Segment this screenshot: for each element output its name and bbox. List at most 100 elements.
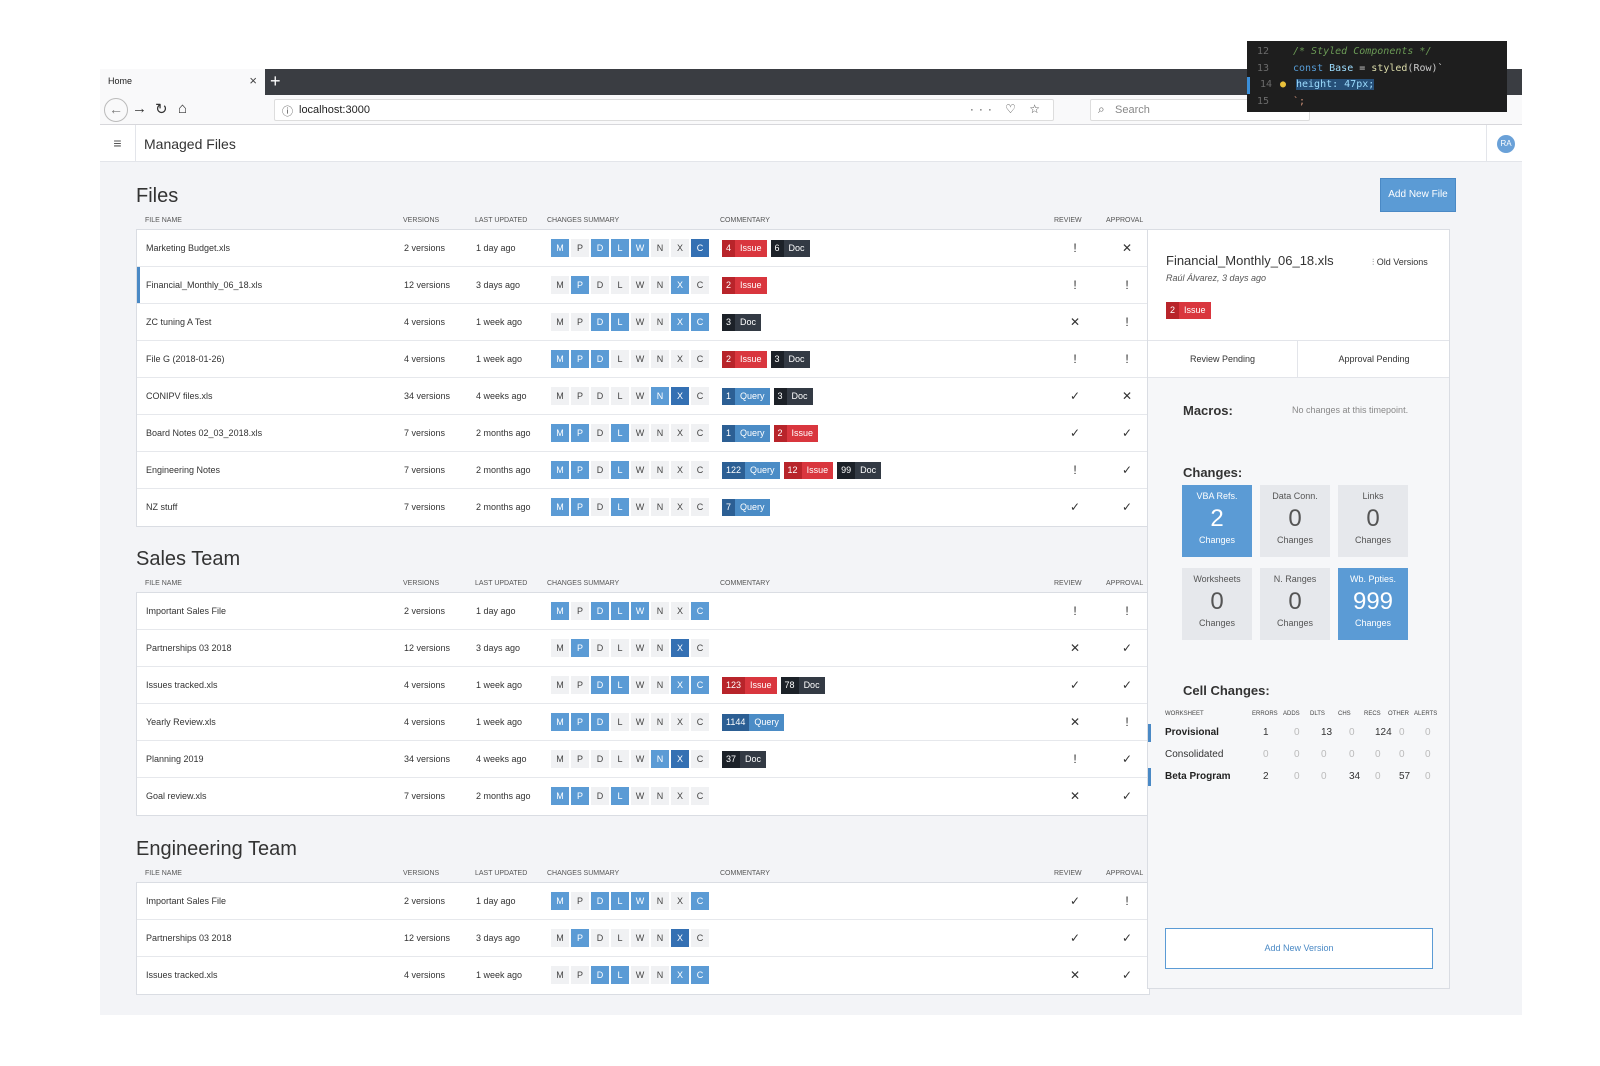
lightbulb-icon[interactable]: ● — [1280, 79, 1287, 90]
review-status-icon[interactable]: ! — [1073, 604, 1077, 618]
approval-status-icon[interactable]: ✓ — [1121, 789, 1133, 803]
approval-status-icon[interactable]: ✓ — [1121, 500, 1133, 514]
approval-status-icon[interactable]: ✕ — [1121, 241, 1133, 255]
review-status-icon[interactable]: ! — [1073, 463, 1077, 477]
review-status-icon[interactable]: ! — [1073, 352, 1077, 366]
approval-status-icon[interactable]: ! — [1125, 315, 1129, 329]
review-status-icon[interactable]: ✓ — [1069, 389, 1081, 403]
header-versions[interactable]: VERSIONS — [403, 217, 440, 224]
doc-badge[interactable]: 3 Doc — [770, 351, 810, 368]
review-status-icon[interactable]: ✓ — [1069, 931, 1081, 945]
approval-status-icon[interactable]: ✓ — [1121, 426, 1133, 440]
review-status-icon[interactable]: ! — [1073, 241, 1077, 255]
doc-badge[interactable]: 78 Doc — [780, 677, 825, 694]
review-status-icon[interactable]: ✓ — [1069, 678, 1081, 692]
add-new-version-button[interactable]: Add New Version — [1165, 928, 1433, 969]
approval-status-icon[interactable]: ✓ — [1121, 968, 1133, 982]
review-status-icon[interactable]: ✓ — [1069, 426, 1081, 440]
tab-review-pending[interactable]: Review Pending — [1148, 341, 1298, 378]
review-status-icon[interactable]: ! — [1073, 278, 1077, 292]
approval-status-icon[interactable]: ! — [1125, 278, 1129, 292]
header-approval[interactable]: APPROVAL — [1106, 580, 1144, 587]
old-versions-link[interactable]: ⫶ Old Versions — [1372, 257, 1428, 268]
table-row[interactable]: ZC tuning A Test 4 versions 1 week ago M… — [137, 304, 1149, 341]
approval-status-icon[interactable]: ✓ — [1121, 752, 1133, 766]
info-icon[interactable]: ⓘ — [282, 106, 293, 118]
table-row[interactable]: Issues tracked.xls 4 versions 1 week ago… — [137, 957, 1149, 994]
issue-badge[interactable]: 2 Issue — [722, 351, 767, 368]
table-row[interactable]: CONIPV files.xls 34 versions 4 weeks ago… — [137, 378, 1149, 415]
query-badge[interactable]: 1144 Query — [722, 714, 784, 731]
cell-row[interactable]: Provisional 1 0 13 0 124 0 0 — [1148, 722, 1440, 744]
approval-status-icon[interactable]: ✓ — [1121, 463, 1133, 477]
approval-status-icon[interactable]: ! — [1125, 715, 1129, 729]
table-row[interactable]: Goal review.xls 7 versions 2 months ago … — [137, 778, 1149, 815]
query-badge[interactable]: 1 Query — [722, 388, 770, 405]
issue-badge[interactable]: 4 Issue — [722, 240, 767, 257]
table-row[interactable]: Financial_Monthly_06_18.xls 12 versions … — [137, 267, 1149, 304]
header-review[interactable]: REVIEW — [1054, 217, 1082, 224]
header-approval[interactable]: APPROVAL — [1106, 870, 1144, 877]
issue-badge[interactable]: 2 Issue — [1166, 302, 1211, 319]
table-row[interactable]: Board Notes 02_03_2018.xls 7 versions 2 … — [137, 415, 1149, 452]
menu-icon[interactable]: ≡ — [100, 125, 136, 162]
issue-badge[interactable]: 2 Issue — [722, 277, 767, 294]
page-actions-icon[interactable]: ··· ♡ ☆ — [969, 102, 1045, 116]
add-new-file-button[interactable]: Add New File — [1380, 178, 1456, 212]
review-status-icon[interactable]: ✓ — [1069, 500, 1081, 514]
table-row[interactable]: Important Sales File 2 versions 1 day ag… — [137, 883, 1149, 920]
review-status-icon[interactable]: ✕ — [1069, 968, 1081, 982]
change-card[interactable]: VBA Refs. 2 Changes — [1182, 485, 1252, 557]
review-status-icon[interactable]: ✕ — [1069, 789, 1081, 803]
browser-tab[interactable]: Home × — [100, 69, 265, 95]
header-file-name[interactable]: FILE NAME — [145, 870, 182, 877]
doc-badge[interactable]: 37 Doc — [722, 751, 767, 768]
query-badge[interactable]: 122 Query — [722, 462, 780, 479]
cell-row[interactable]: Consolidated 0 0 0 0 0 0 0 — [1165, 744, 1440, 766]
issue-badge[interactable]: 2 Issue — [773, 425, 819, 442]
issue-badge[interactable]: 123 Issue — [722, 677, 777, 694]
new-tab-icon[interactable]: + — [270, 71, 281, 91]
header-file-name[interactable]: FILE NAME — [145, 580, 182, 587]
header-review[interactable]: REVIEW — [1054, 870, 1082, 877]
table-row[interactable]: Important Sales File 2 versions 1 day ag… — [137, 593, 1149, 630]
reload-icon[interactable]: ↻ — [155, 101, 168, 118]
header-approval[interactable]: APPROVAL — [1106, 217, 1144, 224]
query-badge[interactable]: 1 Query — [722, 425, 770, 442]
table-row[interactable]: Issues tracked.xls 4 versions 1 week ago… — [137, 667, 1149, 704]
back-icon[interactable]: ← — [104, 98, 128, 122]
approval-status-icon[interactable]: ! — [1125, 894, 1129, 908]
review-status-icon[interactable]: ✓ — [1069, 894, 1081, 908]
review-status-icon[interactable]: ✕ — [1069, 315, 1081, 329]
table-row[interactable]: Yearly Review.xls 4 versions 1 week ago … — [137, 704, 1149, 741]
tab-close-icon[interactable]: × — [249, 73, 257, 88]
approval-status-icon[interactable]: ! — [1125, 352, 1129, 366]
change-card[interactable]: Links 0 Changes — [1338, 485, 1408, 557]
review-status-icon[interactable]: ✕ — [1069, 641, 1081, 655]
home-icon[interactable]: ⌂ — [178, 100, 188, 117]
header-versions[interactable]: VERSIONS — [403, 580, 440, 587]
header-last-updated[interactable]: LAST UPDATED — [475, 217, 528, 224]
table-row[interactable]: Engineering Notes 7 versions 2 months ag… — [137, 452, 1149, 489]
table-row[interactable]: Marketing Budget.xls 2 versions 1 day ag… — [137, 230, 1149, 267]
cell-row[interactable]: Beta Program 2 0 0 34 0 57 0 — [1148, 766, 1440, 788]
header-last-updated[interactable]: LAST UPDATED — [475, 580, 528, 587]
approval-status-icon[interactable]: ! — [1125, 604, 1129, 618]
header-versions[interactable]: VERSIONS — [403, 870, 440, 877]
approval-status-icon[interactable]: ✓ — [1121, 678, 1133, 692]
change-card[interactable]: Data Conn. 0 Changes — [1260, 485, 1330, 557]
table-row[interactable]: Partnerships 03 2018 12 versions 3 days … — [137, 920, 1149, 957]
doc-badge[interactable]: 99 Doc — [837, 462, 882, 479]
url-bar[interactable]: ⓘ localhost:3000 ··· ♡ ☆ — [274, 99, 1054, 121]
table-row[interactable]: File G (2018-01-26) 4 versions 1 week ag… — [137, 341, 1149, 378]
header-last-updated[interactable]: LAST UPDATED — [475, 870, 528, 877]
review-status-icon[interactable]: ! — [1073, 752, 1077, 766]
change-card[interactable]: Wb. Ppties. 999 Changes — [1338, 568, 1408, 640]
doc-badge[interactable]: 3 Doc — [773, 388, 813, 405]
doc-badge[interactable]: 6 Doc — [770, 240, 810, 257]
change-card[interactable]: Worksheets 0 Changes — [1182, 568, 1252, 640]
approval-status-icon[interactable]: ✓ — [1121, 931, 1133, 945]
tab-approval-pending[interactable]: Approval Pending — [1338, 354, 1410, 364]
approval-status-icon[interactable]: ✓ — [1121, 641, 1133, 655]
